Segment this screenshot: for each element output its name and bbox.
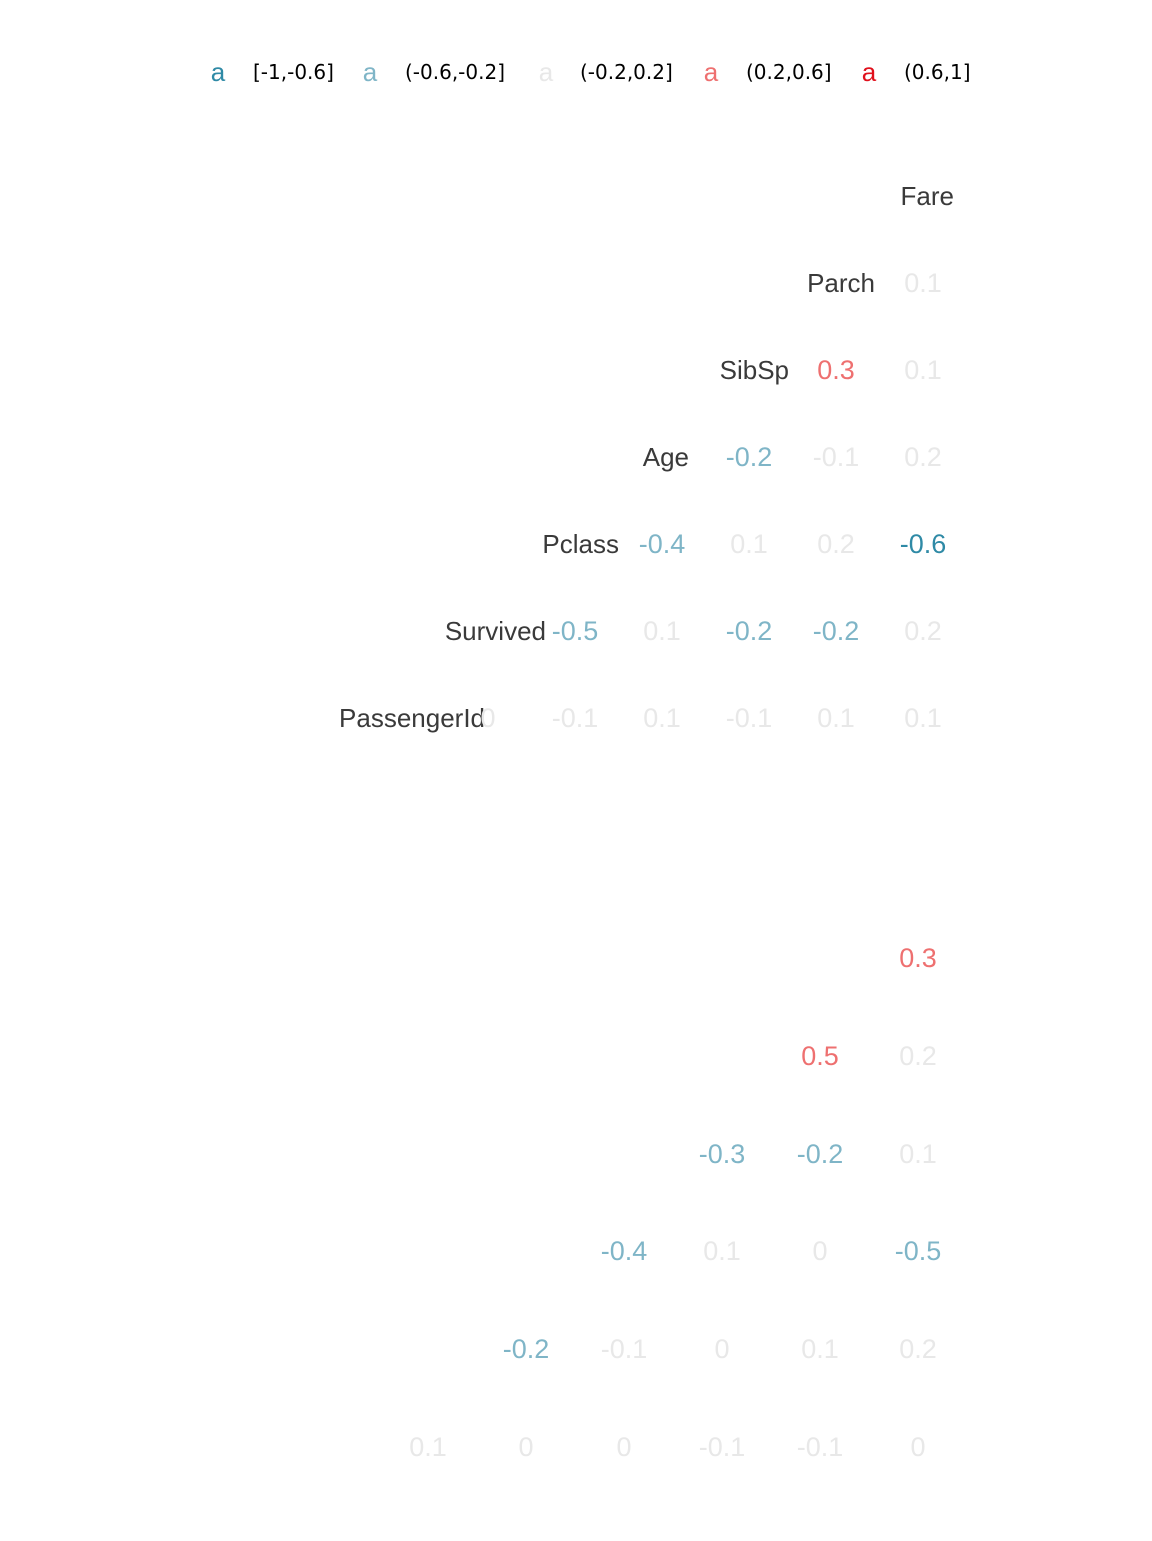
lower-cell-1-2: -0.1 <box>601 1334 648 1364</box>
lower-cell-1-1: -0.2 <box>503 1334 550 1364</box>
lower-cell-4-5: 0.2 <box>899 1041 937 1071</box>
lower-cell-1-5: 0.2 <box>899 1334 937 1364</box>
variable-label-age: Age <box>643 442 689 472</box>
upper-cell-3-5: 0.2 <box>904 442 942 472</box>
variable-label-parch: Parch <box>807 268 875 298</box>
legend-key-1: a <box>363 57 378 87</box>
lower-cell-0-5: 0 <box>910 1432 925 1462</box>
lower-cell-0-1: 0 <box>518 1432 533 1462</box>
lower-cell-2-2: -0.4 <box>601 1236 648 1266</box>
lower-cell-1-4: 0.1 <box>801 1334 839 1364</box>
upper-cell-4-5: 0.1 <box>904 355 942 385</box>
variable-label-survived: Survived <box>445 616 546 646</box>
lower-cell-2-3: 0.1 <box>703 1236 741 1266</box>
upper-cell-0-4: 0.1 <box>817 703 855 733</box>
upper-cell-5-5: 0.1 <box>904 268 942 298</box>
legend-label-1: (-0.6,-0.2] <box>405 60 505 84</box>
lower-cell-1-3: 0 <box>714 1334 729 1364</box>
upper-cell-0-0: 0 <box>480 703 495 733</box>
upper-cell-4-4: 0.3 <box>817 355 855 385</box>
lower-cell-3-4: -0.2 <box>797 1139 844 1169</box>
upper-cell-0-5: 0.1 <box>904 703 942 733</box>
upper-cell-2-2: -0.4 <box>639 529 686 559</box>
upper-cell-3-4: -0.1 <box>813 442 860 472</box>
legend-key-0: a <box>211 57 226 87</box>
legend: a [-1,-0.6] a (-0.6,-0.2] a (-0.2,0.2] a (0.2,0… <box>211 57 971 87</box>
upper-cell-2-5: -0.6 <box>900 529 947 559</box>
legend-key-3: a <box>704 57 719 87</box>
lower-cell-5-5: 0.3 <box>899 943 937 973</box>
lower-cell-4-4: 0.5 <box>801 1041 839 1071</box>
upper-cell-1-2: 0.1 <box>643 616 681 646</box>
lower-cell-0-3: -0.1 <box>699 1432 746 1462</box>
lower-cell-0-2: 0 <box>616 1432 631 1462</box>
legend-key-4: a <box>862 57 877 87</box>
lower-correlation-matrix: 0.1 0 0 -0.1 -0.1 0 -0.2 -0.1 0 0.1 0.2 -0.4 0.1 0 -0.… <box>409 943 941 1462</box>
upper-cell-0-2: 0.1 <box>643 703 681 733</box>
legend-label-0: [-1,-0.6] <box>253 60 334 84</box>
variable-label-passengerid: PassengerId <box>339 703 485 733</box>
variable-label-sibsp: SibSp <box>720 355 789 385</box>
upper-cell-2-3: 0.1 <box>730 529 768 559</box>
upper-cell-2-4: 0.2 <box>817 529 855 559</box>
upper-correlation-matrix: PassengerId Survived Pclass Age SibSp Parch Fa… <box>339 181 954 733</box>
upper-cell-3-3: -0.2 <box>726 442 773 472</box>
lower-cell-0-4: -0.1 <box>797 1432 844 1462</box>
upper-cell-1-1: -0.5 <box>552 616 599 646</box>
lower-cell-3-3: -0.3 <box>699 1139 746 1169</box>
legend-label-2: (-0.2,0.2] <box>580 60 673 84</box>
legend-label-3: (0.2,0.6] <box>746 60 832 84</box>
legend-label-4: (0.6,1] <box>904 60 971 84</box>
legend-key-2: a <box>539 57 554 87</box>
upper-cell-0-1: -0.1 <box>552 703 599 733</box>
lower-cell-0-0: 0.1 <box>409 1432 447 1462</box>
variable-label-fare: Fare <box>901 181 954 211</box>
variable-label-pclass: Pclass <box>542 529 619 559</box>
upper-cell-1-5: 0.2 <box>904 616 942 646</box>
upper-cell-1-3: -0.2 <box>726 616 773 646</box>
upper-cell-1-4: -0.2 <box>813 616 860 646</box>
lower-cell-2-4: 0 <box>812 1236 827 1266</box>
lower-cell-3-5: 0.1 <box>899 1139 937 1169</box>
upper-cell-0-3: -0.1 <box>726 703 773 733</box>
lower-cell-2-5: -0.5 <box>895 1236 942 1266</box>
